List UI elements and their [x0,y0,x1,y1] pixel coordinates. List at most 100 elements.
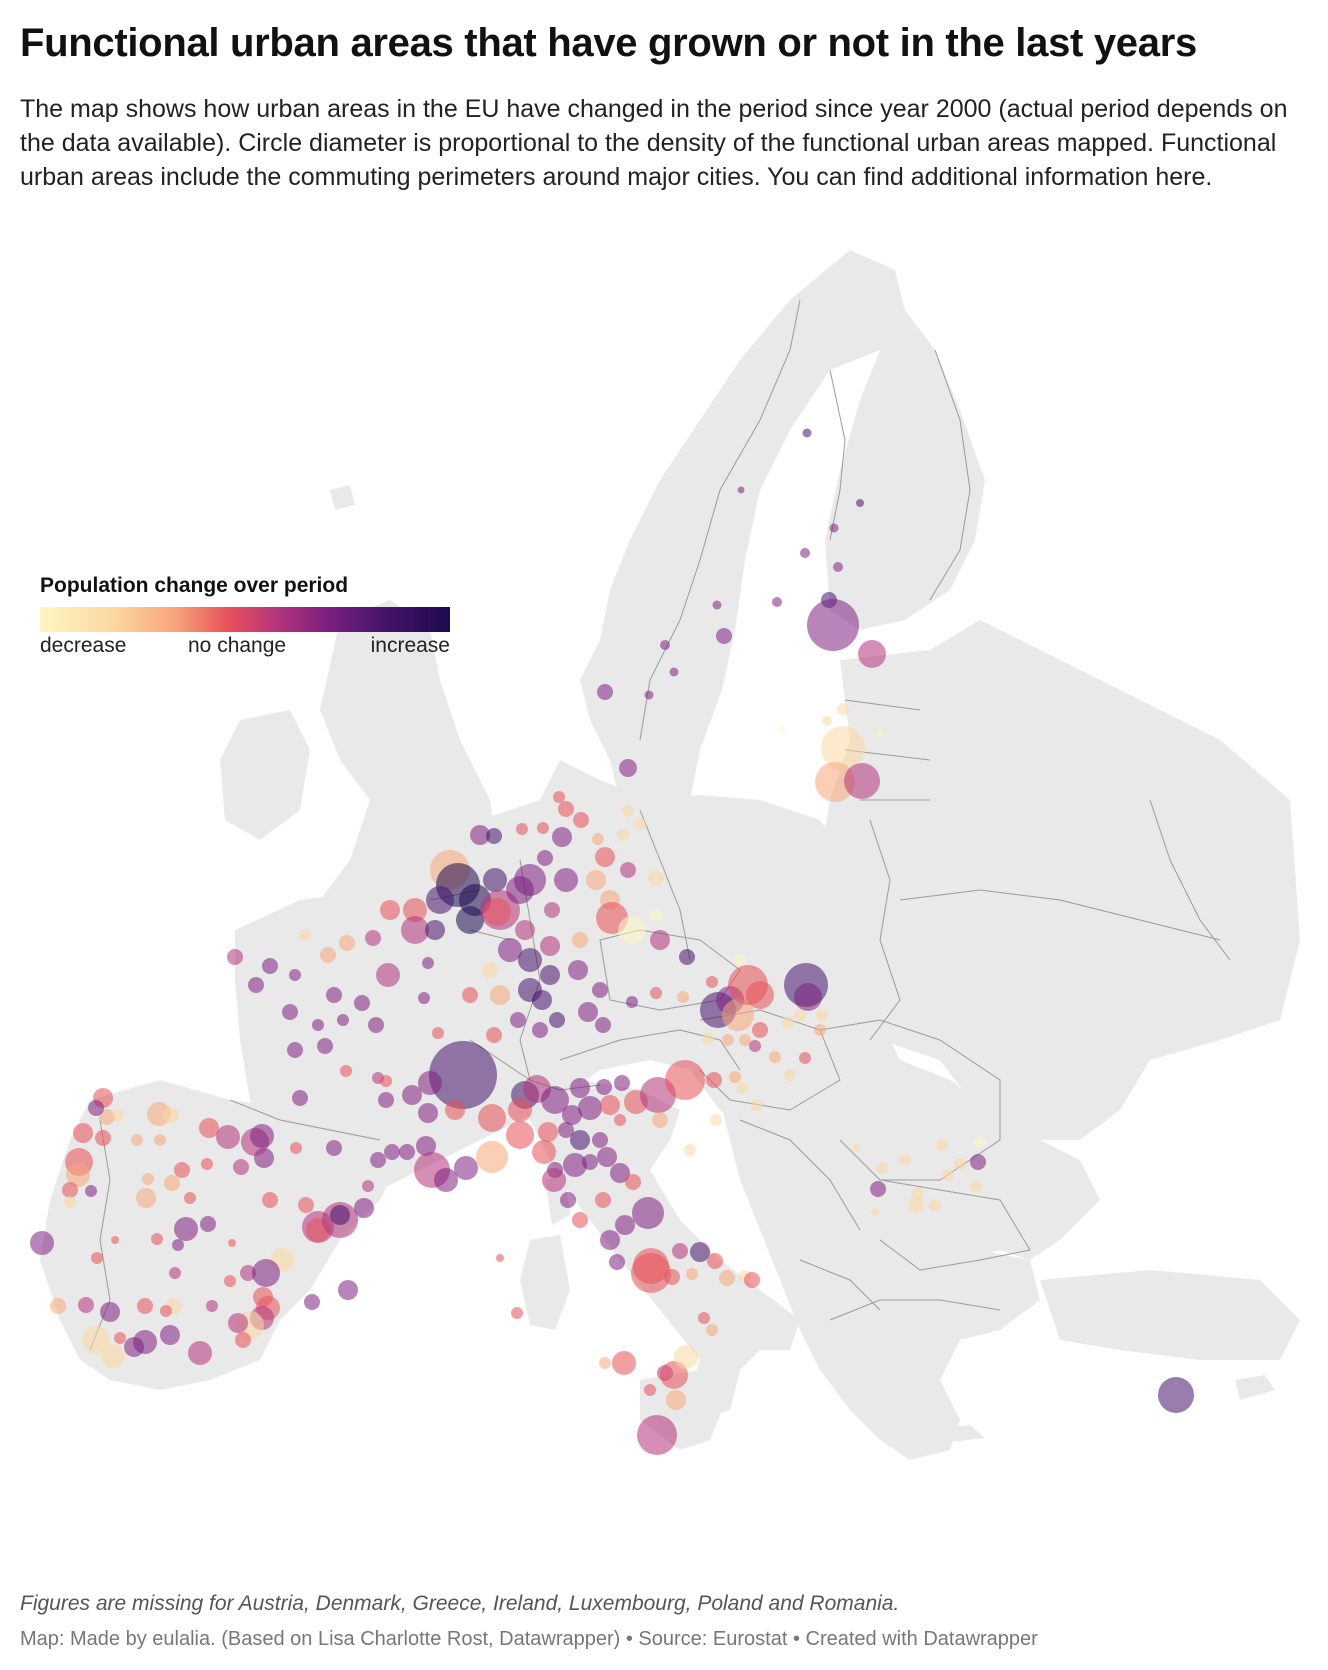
urban-circle [30,1231,54,1255]
urban-circle [540,936,560,956]
urban-circle [784,1069,796,1081]
border-sweden-finland [829,369,846,541]
urban-circle [814,1024,826,1036]
urban-circle [665,1060,705,1100]
urban-circle [837,703,849,715]
urban-circle [858,640,886,668]
urban-circle [227,949,243,965]
urban-circle [578,1096,602,1120]
urban-circle [538,1122,558,1142]
urban-circle [876,729,884,737]
urban-circle [299,929,311,941]
urban-circle [174,1217,198,1241]
urban-circle [142,1173,154,1185]
urban-circle [1158,1377,1194,1413]
urban-circle [250,1124,274,1148]
urban-circle [312,1019,324,1031]
urban-circle [856,499,864,507]
urban-circle [596,1079,612,1095]
urban-circle [50,1298,66,1314]
urban-circle [620,862,636,878]
urban-circle [677,991,689,1003]
urban-circle [88,1100,104,1116]
urban-circle [262,958,278,974]
land-ireland [220,710,310,840]
urban-circle [592,982,608,998]
urban-circle [137,1298,153,1314]
urban-circle [248,977,264,993]
urban-circle [746,981,774,1009]
urban-circle [151,1233,163,1245]
urban-circle [298,1197,314,1213]
urban-circle [532,1022,548,1038]
urban-circle [800,548,810,558]
urban-circle [822,716,832,726]
urban-circle [942,1169,954,1181]
urban-circle [172,1239,184,1251]
urban-circle [706,1324,718,1336]
urban-circle [354,995,370,1011]
urban-circle [163,1107,179,1123]
urban-circle [612,1351,636,1375]
urban-circle [131,1134,143,1146]
urban-circle [707,1253,723,1269]
urban-circle [85,1185,97,1197]
urban-circle [852,1144,860,1152]
urban-circle [970,1154,986,1170]
urban-circle [807,599,859,651]
urban-circle [403,898,427,922]
urban-circle [111,1236,119,1244]
urban-circle [637,1415,677,1455]
land-shetland [330,485,355,510]
urban-circle [483,898,511,926]
urban-circle [660,1361,688,1389]
legend-color-ramp [40,607,450,632]
urban-circle [326,987,342,1003]
urban-circle [568,960,588,980]
urban-circle [380,900,400,920]
urban-circle [648,870,664,886]
border-poland-west [639,809,691,961]
urban-circle [169,1267,181,1279]
urban-circle [970,1180,982,1192]
urban-circle [418,992,430,1004]
urban-circle [870,1181,886,1197]
urban-circle [101,1344,125,1368]
urban-circle [871,1208,879,1216]
urban-circle [496,1254,504,1262]
urban-circle [200,1216,216,1232]
urban-circle [802,428,812,438]
urban-circle [829,523,839,533]
urban-circle [95,1130,111,1146]
urban-circle [815,762,855,802]
urban-circle [160,1305,172,1317]
urban-circle [339,935,355,951]
urban-circle [282,1004,298,1020]
urban-circle [660,640,670,650]
missing-data-note: Figures are missing for Austria, Denmark… [20,1592,900,1615]
urban-circle [338,1280,358,1300]
urban-circle [470,825,490,845]
urban-circle [739,1034,751,1046]
urban-circle [644,690,654,700]
urban-circle [650,987,662,999]
urban-circle [73,1123,93,1143]
urban-circle [690,1242,710,1262]
urban-circle [549,1012,565,1028]
urban-circle [416,1136,436,1156]
urban-circle [553,791,565,803]
land-sardinia [520,1235,570,1330]
urban-circle [572,932,588,948]
urban-circle [716,628,732,644]
urban-circle [698,1312,710,1324]
urban-circle [511,1307,523,1319]
urban-circle [615,1215,635,1235]
border-hungary [699,1009,841,1111]
urban-circle [426,886,454,914]
urban-circle [599,1357,611,1369]
border-france-spain [229,1099,381,1141]
urban-circle [614,1114,626,1126]
urban-circle [91,1252,103,1264]
border-bulgaria [879,1179,1031,1271]
urban-circle [188,1341,212,1365]
